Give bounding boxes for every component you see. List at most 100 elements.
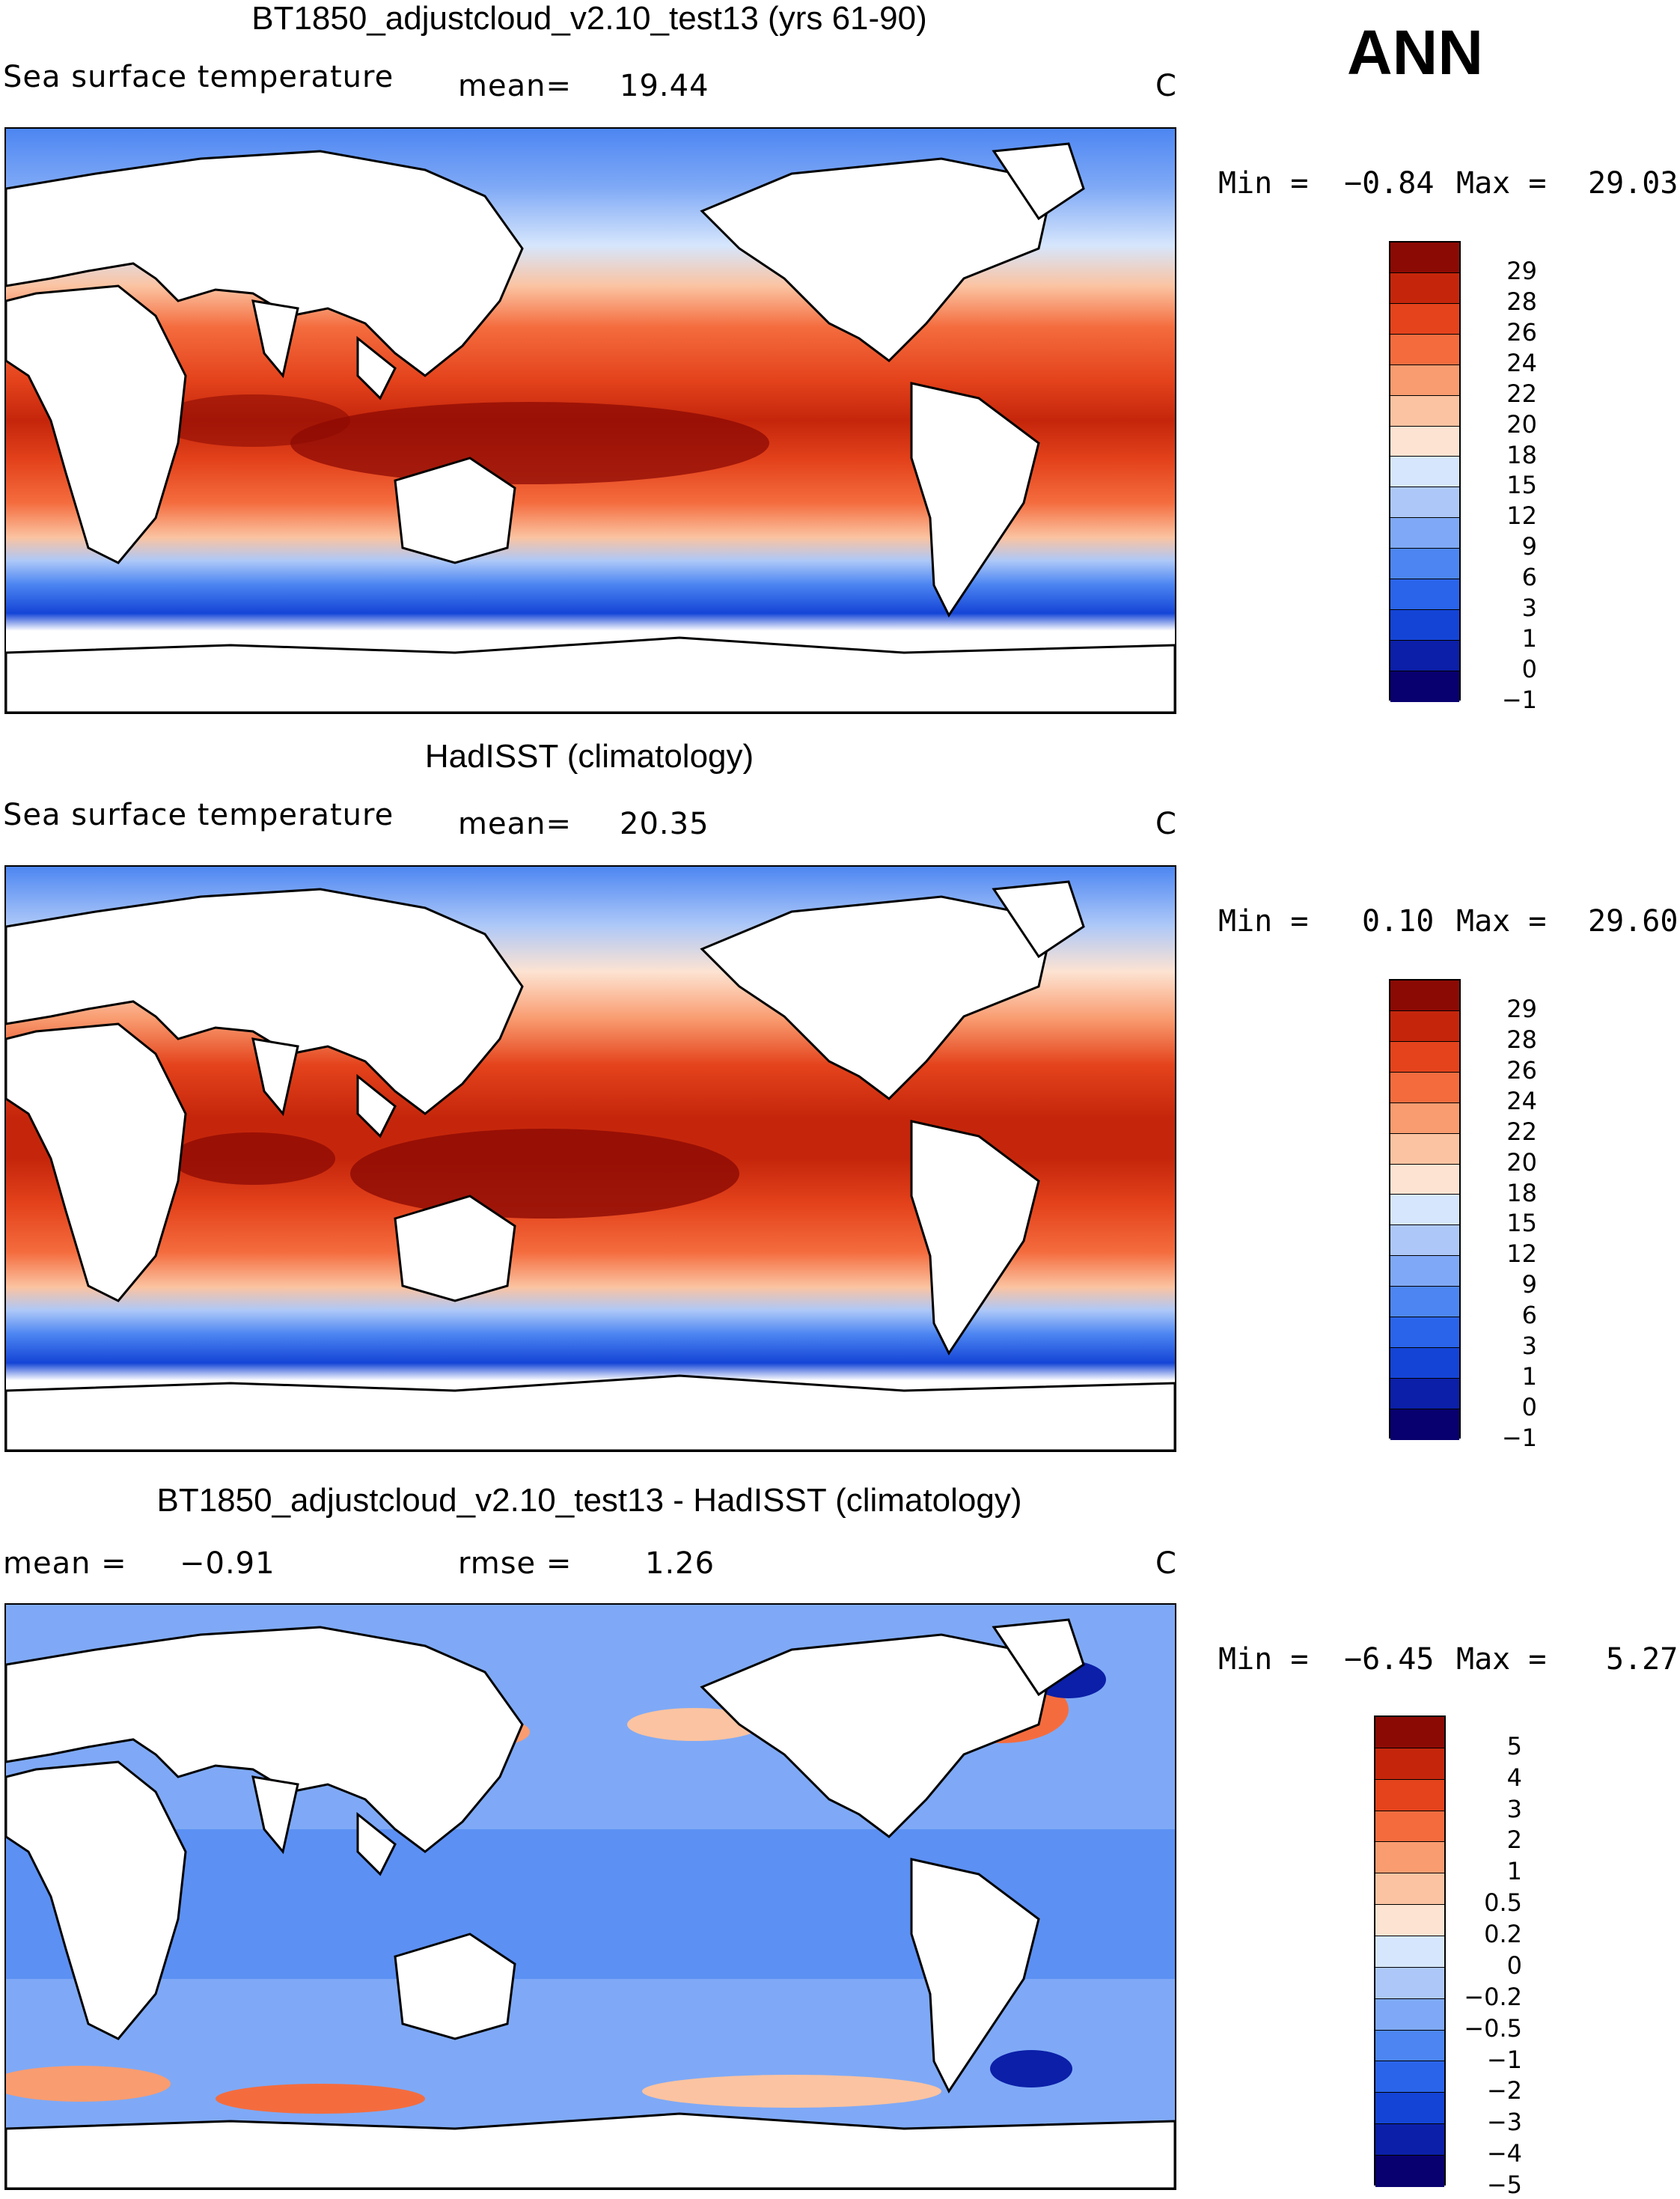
panel-2-colorbar-label: 20 — [1506, 1147, 1537, 1177]
panel-2-colorbar-label: 24 — [1506, 1086, 1537, 1115]
panel-3-colorbar-label: 3 — [1506, 1794, 1522, 1823]
panel-2-colorbar-label: 12 — [1506, 1239, 1537, 1269]
panel-1-indian-warm — [156, 394, 350, 447]
panel-3-greenland — [992, 1618, 1085, 1697]
panel-2-colorbar-label: 3 — [1521, 1332, 1537, 1361]
panel-3-mean-value: −0.91 — [180, 1546, 275, 1581]
panel-2-colorbar-swatch — [1390, 1287, 1459, 1318]
panel-3-title: BT1850_adjustcloud_v2.10_test13 - HadISS… — [156, 1482, 1022, 1519]
panel-1-colorbar-swatch — [1390, 303, 1459, 335]
panel-1-min-label: Min = — [1218, 166, 1309, 201]
panel-3-units: C — [1155, 1546, 1177, 1581]
panel-1-units: C — [1155, 69, 1177, 103]
panel-2-colorbar-label: 6 — [1521, 1301, 1537, 1330]
panel-1-greenland — [992, 142, 1085, 221]
panel-2-south-america — [910, 1120, 1040, 1355]
panel-1-colorbar-swatch — [1390, 640, 1459, 671]
panel-1-colorbar-label: 22 — [1506, 379, 1537, 408]
panel-3-malvinas-cold — [990, 2050, 1072, 2087]
panel-3-continents — [6, 1618, 1175, 2189]
panel-3-colorbar-swatch — [1375, 1873, 1444, 1906]
panel-2-colorbar-label: 28 — [1506, 1025, 1537, 1054]
panel-3-rmse-label: rmse = — [458, 1546, 572, 1581]
panel-3-antarctica — [6, 2112, 1175, 2189]
panel-1-colorbar-label: 24 — [1506, 348, 1537, 377]
panel-1-colorbar-swatch — [1390, 426, 1459, 457]
panel-2-colorbar-label: 1 — [1521, 1362, 1537, 1391]
panel-2-colorbar-label: 26 — [1506, 1055, 1537, 1085]
panel-2-colorbar-label: 15 — [1506, 1209, 1537, 1238]
panel-2-colorbar-swatch — [1390, 1378, 1459, 1409]
panel-3-africa — [6, 1760, 187, 2040]
panel-1-colorbar-swatch — [1390, 671, 1459, 702]
panel-1-colorbar-label: 0 — [1521, 655, 1537, 684]
panel-3-colorbar-label: −0.2 — [1464, 1982, 1522, 2011]
panel-3-min-label: Min = — [1218, 1642, 1309, 1677]
panel-1-africa — [6, 284, 187, 564]
panel-2-colorbar-swatch — [1390, 980, 1459, 1011]
panel-3-south-america — [910, 1858, 1040, 2093]
panel-2-greenland — [992, 880, 1085, 959]
panel-3-eurasia — [6, 1626, 524, 1853]
panel-1-colorbar-swatch — [1390, 549, 1459, 580]
panel-2-mean-label: mean= — [458, 807, 572, 841]
panel-2-colorbar-swatch — [1390, 1072, 1459, 1103]
panel-1-colorbar-label: 20 — [1506, 409, 1537, 439]
panel-1-colorbar-label: −1 — [1501, 686, 1537, 714]
panel-1-colorbar-swatch — [1390, 334, 1459, 365]
panel-3-india — [251, 1775, 299, 1855]
panel-3-australia — [394, 1933, 516, 2040]
panel-2-map-svg — [6, 867, 1175, 1451]
panel-2-india — [251, 1037, 299, 1117]
panel-1-colorbar-swatch — [1390, 579, 1459, 611]
panel-2-colorbar-label: 18 — [1506, 1178, 1537, 1207]
panel-2-min-label: Min = — [1218, 904, 1309, 939]
panel-1-colorbar-label: 9 — [1521, 532, 1537, 561]
panel-3-max-label: Max = — [1456, 1642, 1547, 1677]
panel-2-warm-pool — [350, 1129, 739, 1219]
panel-1-colorbar-label: 6 — [1521, 563, 1537, 592]
panel-3-colorbar-label: −2 — [1486, 2076, 1522, 2105]
panel-3-colorbar-label: 4 — [1506, 1763, 1522, 1792]
panel-3-min-value: −6.45 — [1344, 1642, 1435, 1677]
panel-1-variable-label: Sea surface temperature — [3, 60, 394, 94]
panel-1-antarctica — [6, 636, 1175, 713]
panel-3-colorbar-label: 1 — [1506, 1857, 1522, 1886]
panel-3-southern-warm-a — [6, 2066, 171, 2102]
panel-2-units: C — [1155, 807, 1177, 841]
panel-3-colorbar-swatch — [1375, 1905, 1444, 1937]
panel-1-colorbar-swatch — [1390, 610, 1459, 641]
panel-3-colorbar-swatch — [1375, 2093, 1444, 2125]
panel-1-warm-pool — [290, 402, 769, 484]
panel-1-continents — [6, 142, 1175, 713]
panel-1-colorbar-label: 28 — [1506, 287, 1537, 316]
panel-1-map — [4, 127, 1176, 714]
panel-2-colorbar-label: 9 — [1521, 1270, 1537, 1299]
panel-2-north-america — [700, 895, 1055, 1100]
panel-1-india — [251, 299, 299, 379]
panel-3-north-america — [700, 1633, 1055, 1838]
panel-2-colorbar-swatch — [1390, 1010, 1459, 1042]
panel-3-colorbar-label: −4 — [1486, 2139, 1522, 2168]
panel-1-mean-label: mean= — [458, 69, 572, 103]
panel-2-se-asia — [356, 1073, 397, 1138]
panel-3-colorbar-swatch — [1375, 2124, 1444, 2156]
panel-3-map — [4, 1603, 1176, 2190]
panel-1-title: BT1850_adjustcloud_v2.10_test13 (yrs 61-… — [251, 0, 927, 37]
panel-2-colorbar-swatch — [1390, 1164, 1459, 1195]
panel-3-colorbar-swatch — [1375, 2156, 1444, 2187]
panel-2-map — [4, 865, 1176, 1452]
panel-2-colorbar-swatch — [1390, 1348, 1459, 1379]
panel-1-colorbar-swatch — [1390, 395, 1459, 427]
panel-3-colorbar-label: 5 — [1506, 1731, 1522, 1760]
panel-2-eurasia — [6, 888, 524, 1115]
panel-1-colorbar — [1389, 241, 1461, 702]
panel-2-variable-label: Sea surface temperature — [3, 798, 394, 832]
panel-1-mean-value: 19.44 — [620, 69, 709, 103]
panel-2-indian-warm — [171, 1132, 335, 1185]
panel-1-colorbar-label: 12 — [1506, 501, 1537, 531]
panel-3-colorbar-label: −5 — [1486, 2171, 1522, 2199]
panel-1-colorbar-label: 26 — [1506, 317, 1537, 347]
panel-2-colorbar-label: −1 — [1501, 1424, 1537, 1452]
panel-3-colorbar-swatch — [1375, 2061, 1444, 2093]
